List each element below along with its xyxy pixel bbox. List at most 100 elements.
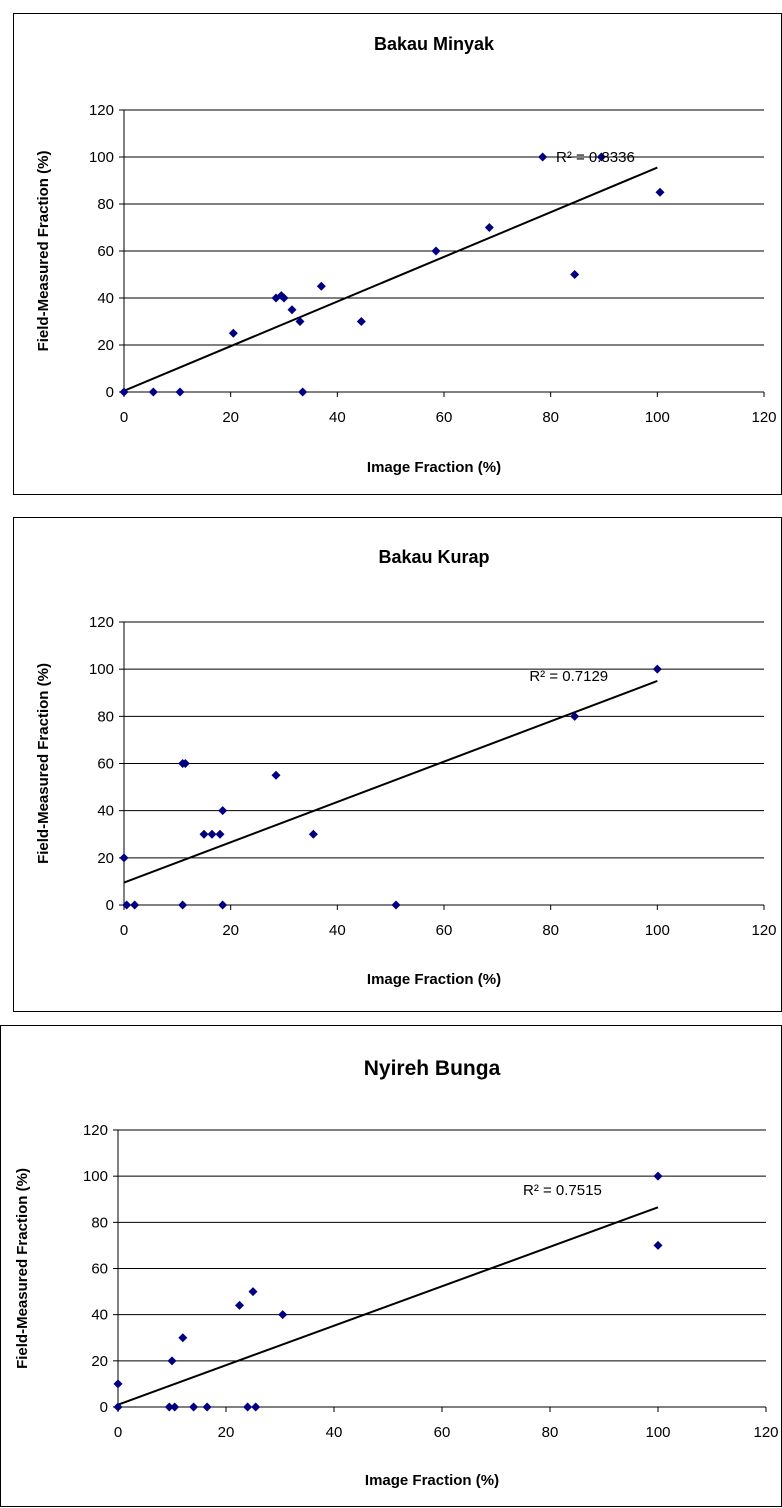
x-tick-label: 20: [222, 922, 239, 939]
scatter-chart-bakau-kurap: Bakau Kurap 0 20 40 60 80 100 120 0 20 40 60 80 100 12…: [35, 547, 777, 988]
data-point: [235, 1300, 244, 1310]
data-point: [484, 223, 494, 232]
x-tick-label: 80: [542, 1424, 559, 1441]
data-point: [178, 1333, 188, 1343]
y-tick-label: 20: [97, 337, 114, 354]
x-tick-label: 20: [218, 1424, 235, 1441]
data-point: [207, 829, 217, 839]
chart-panel-1: Bakau Minyak 0 20 40 60 80 100 120 0 20 40 60 80 100 1…: [13, 13, 782, 495]
data-point: [130, 900, 140, 910]
y-tick-label: 60: [91, 1261, 108, 1278]
data-point: [180, 759, 190, 768]
x-tick-label: 80: [542, 409, 559, 426]
chart-title: Bakau Minyak: [374, 34, 495, 54]
data-point: [248, 1287, 258, 1297]
data-point: [431, 246, 441, 256]
trendline: [117, 1206, 659, 1406]
data-point: [596, 152, 606, 162]
x-tick-label: 60: [436, 409, 453, 426]
data-point: [570, 711, 580, 721]
x-tick-label: 100: [645, 922, 670, 939]
data-point: [570, 270, 580, 279]
data-point: [113, 1402, 123, 1412]
data-point: [119, 853, 129, 863]
data-point: [122, 900, 132, 910]
data-point: [356, 317, 366, 326]
r-squared-label: R² = 0.7515: [523, 1182, 602, 1199]
data-point: [287, 305, 297, 315]
x-tick-label: 80: [542, 922, 559, 939]
data-point: [316, 281, 326, 291]
y-axis-title: Field-Measured Fraction (%): [35, 151, 52, 352]
x-axis-title: Image Fraction (%): [365, 1472, 499, 1489]
x-tick-label: 100: [645, 1424, 670, 1441]
data-point: [119, 387, 129, 397]
trendline: [123, 166, 658, 392]
data-point: [655, 187, 665, 197]
x-tick-label: 40: [326, 1424, 343, 1441]
data-point: [279, 293, 289, 303]
y-tick-label: 120: [83, 1122, 108, 1139]
y-tick-label: 40: [97, 290, 114, 307]
x-tick-label: 40: [329, 922, 346, 939]
y-axis-title: Field-Measured Fraction (%): [35, 663, 52, 864]
data-point: [391, 900, 401, 910]
data-point: [278, 1310, 288, 1320]
y-tick-label: 120: [89, 614, 114, 631]
data-point: [202, 1402, 212, 1412]
y-tick-label: 0: [106, 384, 114, 401]
y-tick-label: 80: [97, 196, 114, 213]
r-squared-label: R² = 0.8336: [556, 149, 635, 166]
x-axis-title: Image Fraction (%): [367, 971, 501, 988]
data-point: [308, 829, 318, 839]
y-tick-label: 40: [97, 803, 114, 820]
data-point: [189, 1402, 199, 1412]
data-point: [243, 1402, 253, 1412]
y-tick-label: 20: [91, 1353, 108, 1370]
y-tick-label: 0: [100, 1399, 108, 1416]
y-axis-title: Field-Measured Fraction (%): [14, 1168, 31, 1369]
x-tick-label: 20: [222, 409, 239, 426]
data-point: [652, 664, 662, 674]
data-point: [170, 1402, 180, 1412]
x-tick-label: 40: [329, 409, 346, 426]
chart-title: Bakau Kurap: [378, 547, 489, 567]
y-tick-label: 20: [97, 850, 114, 867]
y-tick-label: 100: [89, 661, 114, 678]
trendline: [123, 680, 658, 884]
y-tick-label: 80: [91, 1214, 108, 1231]
data-point: [178, 900, 188, 910]
x-tick-label: 60: [434, 1424, 451, 1441]
data-point: [175, 387, 185, 397]
x-tick-label: 0: [120, 409, 128, 426]
x-tick-label: 0: [120, 922, 128, 939]
data-point: [218, 806, 228, 816]
x-axis-title: Image Fraction (%): [367, 459, 501, 476]
chart-title: Nyireh Bunga: [364, 1057, 501, 1080]
chart-panel-3: Nyireh Bunga 0 20 40 60 80 100 120 0 20 40 60 80 100 1…: [0, 1025, 782, 1507]
x-tick-label: 120: [753, 1424, 778, 1441]
x-tick-label: 0: [114, 1424, 122, 1441]
data-point: [538, 152, 548, 162]
data-point: [164, 1402, 174, 1412]
data-point: [215, 829, 225, 839]
x-tick-label: 120: [751, 922, 776, 939]
r-squared-label: R² = 0.7129: [529, 668, 608, 685]
data-point: [653, 1171, 663, 1181]
data-point: [228, 328, 238, 338]
x-tick-label: 100: [645, 409, 670, 426]
data-point: [199, 829, 209, 839]
x-tick-label: 60: [436, 922, 453, 939]
data-point: [295, 317, 305, 326]
y-tick-label: 100: [83, 1168, 108, 1185]
y-tick-label: 40: [91, 1307, 108, 1324]
y-tick-label: 100: [89, 149, 114, 166]
y-tick-label: 60: [97, 756, 114, 773]
data-point: [113, 1379, 123, 1389]
data-point: [251, 1402, 261, 1412]
scatter-chart-nyireh-bunga: Nyireh Bunga 0 20 40 60 80 100 120 0 20 40 60 80 100 1…: [14, 1057, 779, 1489]
y-tick-label: 80: [97, 708, 114, 725]
x-tick-label: 120: [751, 409, 776, 426]
data-point: [167, 1356, 177, 1366]
data-point: [218, 900, 228, 910]
